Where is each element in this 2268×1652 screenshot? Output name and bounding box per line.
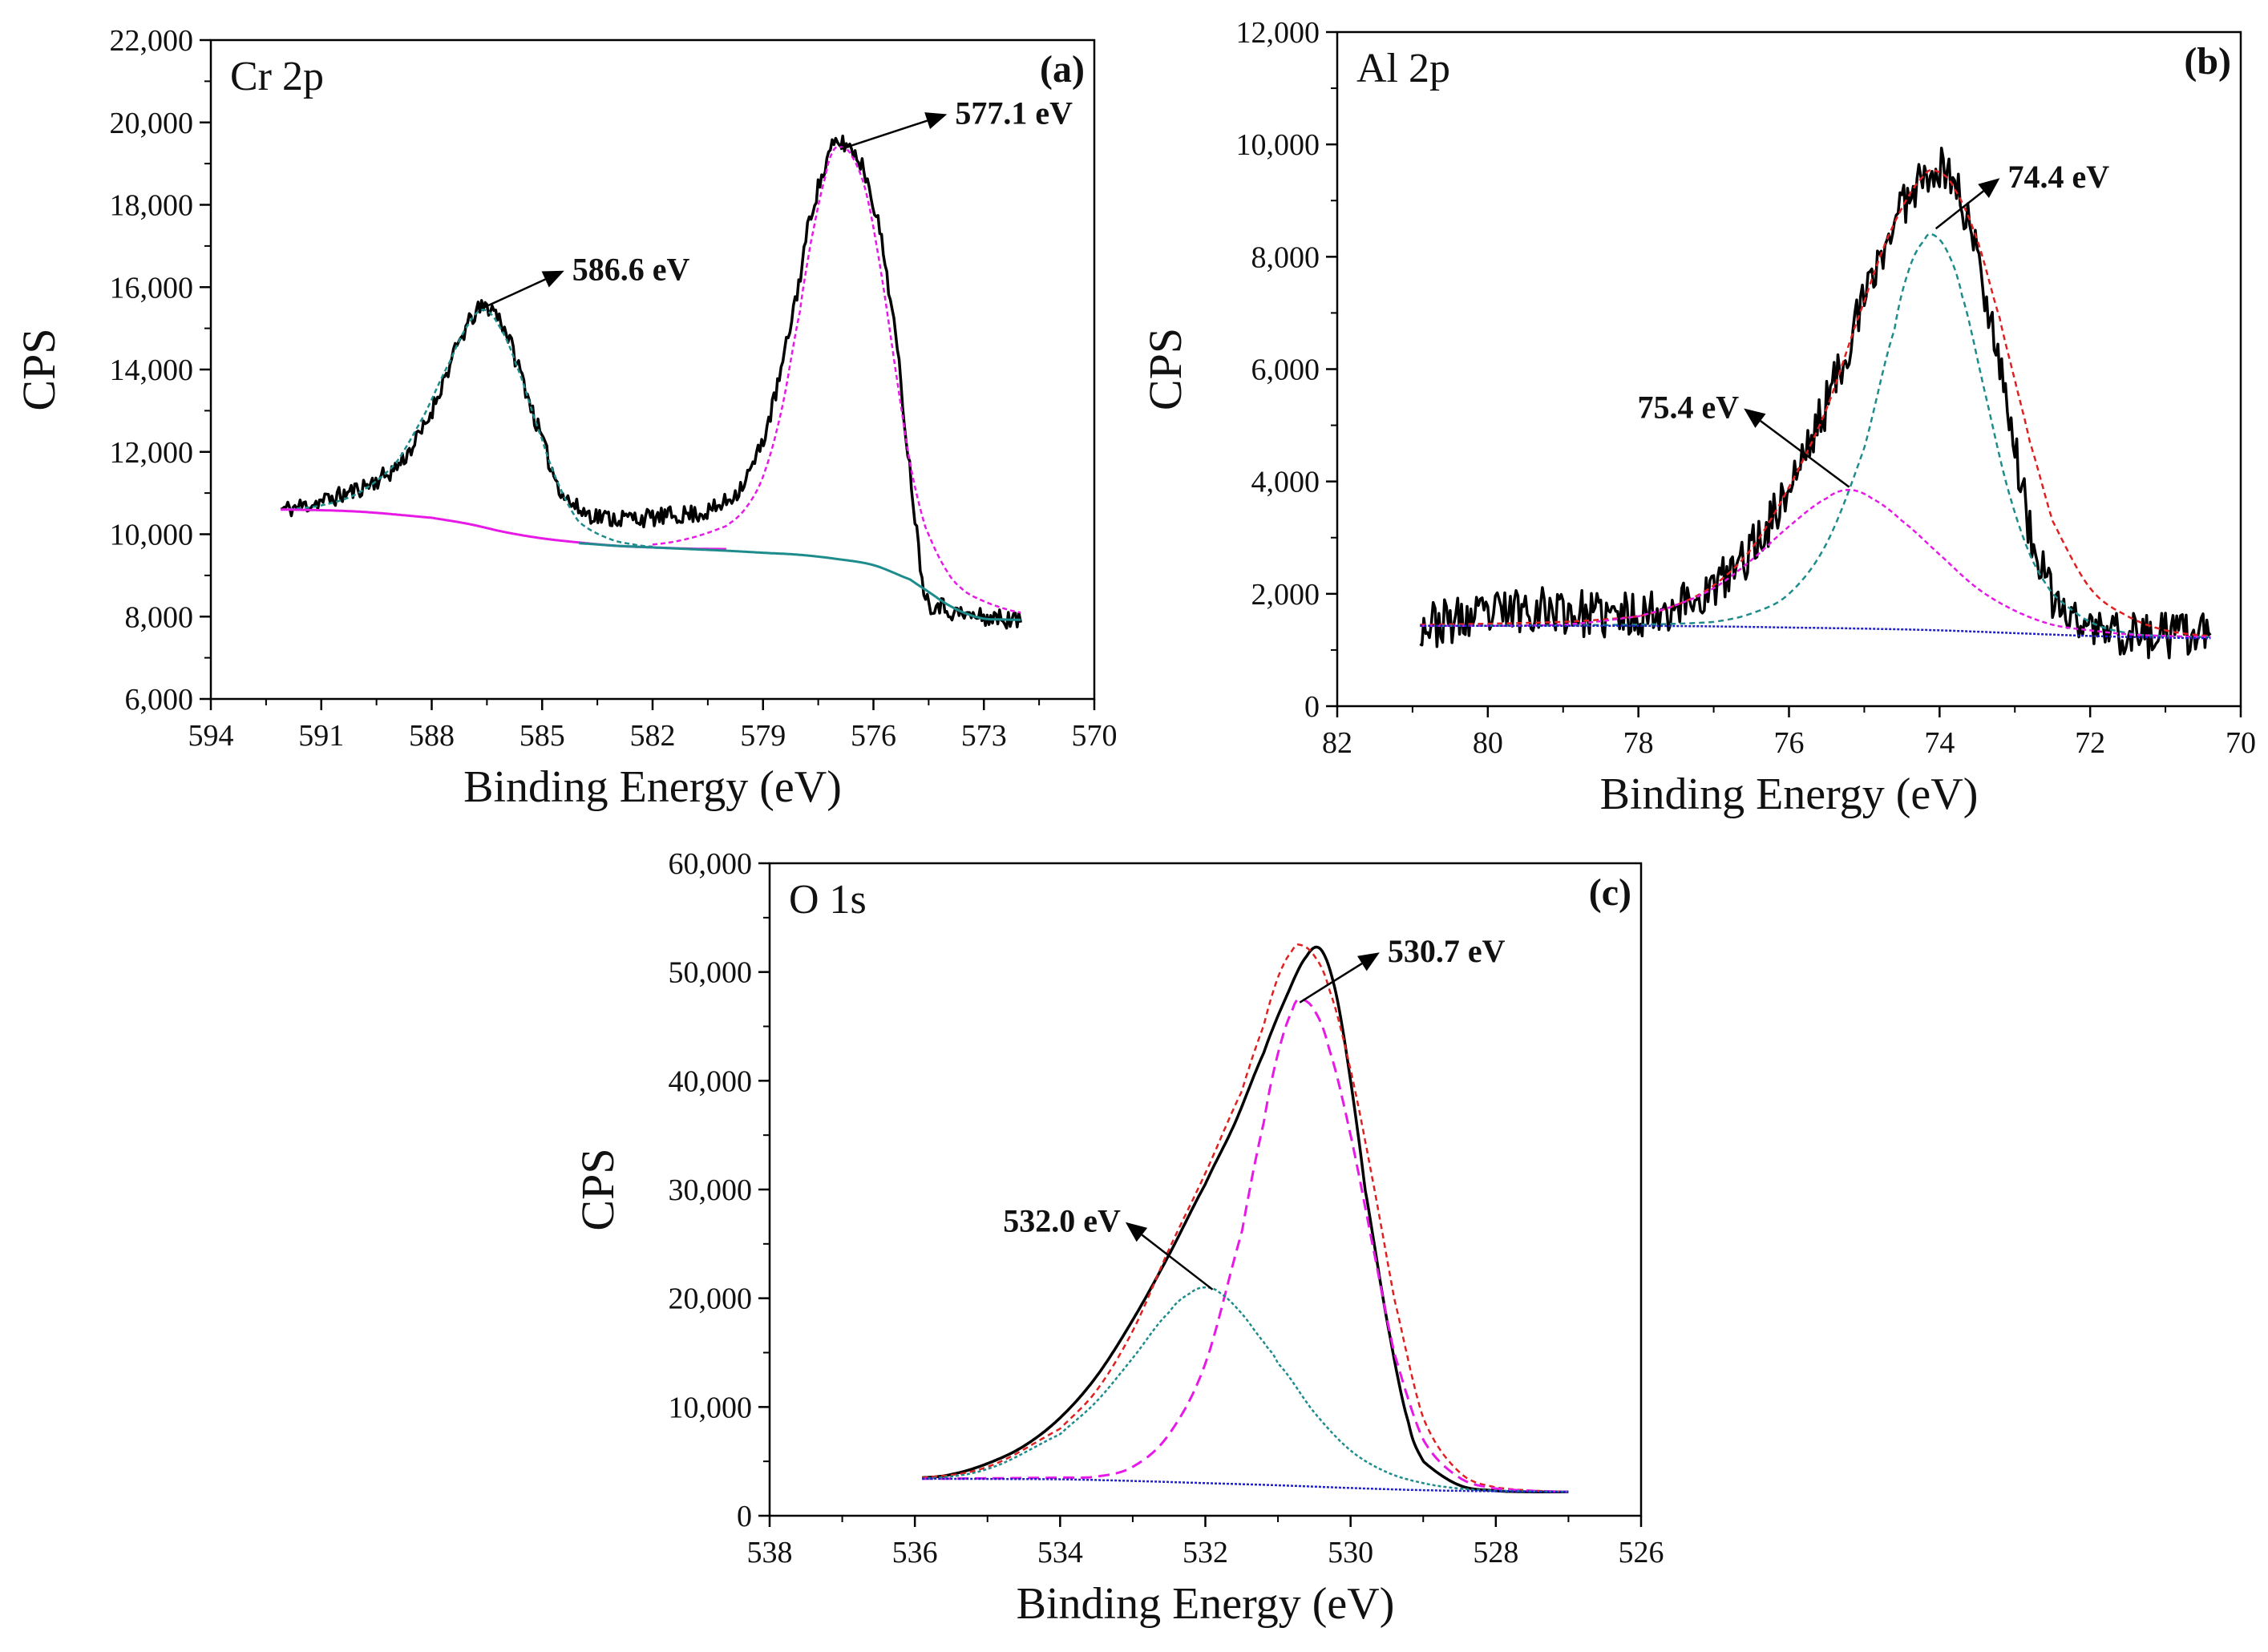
y-tick-label: 60,000 [669, 847, 753, 881]
y-tick-label: 50,000 [669, 956, 753, 990]
y-tick-label: 20,000 [669, 1282, 753, 1316]
series-group [922, 943, 1569, 1494]
panel-letter: (a) [1040, 48, 1085, 91]
annotation-arrow-head [924, 112, 948, 130]
x-tick-label: 526 [1619, 1536, 1664, 1569]
x-tick-label: 528 [1473, 1536, 1518, 1569]
x-tick-label: 80 [1473, 726, 1503, 760]
series-line-0 [922, 945, 1569, 1494]
peak-label: 532.0 eV [1003, 1203, 1121, 1239]
annotation-arrow-line [483, 278, 546, 309]
x-tick-label: 576 [851, 719, 896, 753]
y-tick-label: 10,000 [110, 519, 194, 552]
panel-title: O 1s [789, 877, 867, 923]
annotation-arrow-head [541, 270, 564, 288]
annotation-arrow-line [1299, 962, 1363, 1004]
x-axis-label: Binding Energy (eV) [1017, 1579, 1395, 1629]
annotation-arrow-line [1141, 1234, 1214, 1290]
panel-letter: (b) [2184, 40, 2231, 83]
panel-title: Cr 2p [230, 54, 324, 99]
y-axis-label: CPS [13, 328, 65, 410]
x-tick-label: 532 [1183, 1536, 1228, 1569]
annotation-arrow-head [1125, 1222, 1148, 1242]
peak-label: 74.4 eV [2007, 159, 2109, 195]
series-line-4 [579, 542, 1021, 621]
panel-letter: (c) [1589, 871, 1631, 914]
y-axis-label: CPS [1139, 328, 1191, 410]
series-line-0 [1419, 146, 2212, 660]
y-axis-label: CPS [572, 1148, 624, 1230]
series-line-4 [1420, 624, 2211, 640]
chart-layer: 594 591 588 585 582 579 576 573 570 6,000 8,000 10,… [13, 16, 2256, 1629]
x-tick-label: 72 [2075, 726, 2105, 760]
y-tick-label: 8,000 [125, 600, 194, 634]
x-tick-label: 74 [1924, 726, 1955, 760]
annotation-arrow-line [1760, 420, 1850, 488]
x-tick-label: 70 [2226, 726, 2256, 760]
series-group [280, 134, 1022, 630]
y-tick-label: 12,000 [110, 436, 194, 470]
panel-title: Al 2p [1356, 46, 1450, 91]
x-tick-label: 585 [519, 719, 565, 753]
x-tick-label: 570 [1072, 719, 1118, 753]
series-line-2 [1420, 232, 2211, 639]
y-tick-label: 16,000 [110, 271, 194, 305]
y-tick-label: 6,000 [125, 683, 194, 717]
panel-c: 538 536 534 532 530 528 526 0 10,000 20,000 30,000… [572, 847, 1664, 1629]
series-line-3 [922, 1286, 1569, 1493]
annotation-arrow-head [1978, 178, 2000, 198]
panel-b: 82 80 78 76 74 72 70 0 2,000 4,000 6,000 8,000 10,00… [1139, 16, 2256, 819]
x-tick-label: 78 [1623, 726, 1654, 760]
x-tick-label: 591 [298, 719, 344, 753]
x-tick-label: 534 [1037, 1536, 1083, 1569]
y-tick-label: 30,000 [669, 1173, 753, 1207]
annotation-arrow-head [1744, 408, 1766, 428]
x-tick-label: 82 [1322, 726, 1352, 760]
panel-a: 594 591 588 585 582 579 576 573 570 6,000 8,000 10,… [13, 24, 1118, 812]
y-tick-label: 20,000 [110, 107, 194, 140]
y-tick-label: 40,000 [669, 1064, 753, 1098]
x-tick-label: 573 [961, 719, 1007, 753]
x-tick-label: 76 [1774, 726, 1805, 760]
y-tick-label: 10,000 [1236, 128, 1320, 162]
y-tick-label: 10,000 [669, 1391, 753, 1424]
peak-label: 75.4 eV [1638, 390, 1740, 426]
x-tick-label: 588 [409, 719, 455, 753]
y-tick-label: 14,000 [110, 353, 194, 387]
x-tick-label: 594 [188, 719, 234, 753]
x-axis-label: Binding Energy (eV) [1600, 769, 1979, 819]
annotation-arrow-head [1357, 952, 1380, 971]
y-tick-label: 2,000 [1251, 578, 1320, 612]
series-line-0 [280, 134, 1022, 630]
y-tick-label: 22,000 [110, 24, 194, 58]
y-tick-label: 12,000 [1236, 16, 1320, 50]
y-tick-label: 18,000 [110, 189, 194, 223]
x-tick-label: 530 [1328, 1536, 1373, 1569]
peak-label: 577.1 eV [955, 95, 1073, 131]
y-tick-label: 6,000 [1251, 353, 1320, 387]
y-tick-label: 8,000 [1251, 240, 1320, 274]
x-tick-label: 538 [747, 1536, 793, 1569]
series-line-3 [1420, 488, 2211, 639]
series-group [1419, 146, 2212, 660]
x-axis-label: Binding Energy (eV) [463, 762, 842, 812]
series-line-1 [281, 309, 653, 548]
figure-title: XPS spectra: Cr 2p, Al 2p and O 1s [2, 14, 25, 17]
peak-label: 530.7 eV [1388, 933, 1506, 969]
y-tick-label: 0 [737, 1500, 752, 1533]
x-tick-label: 579 [740, 719, 786, 753]
y-tick-label: 0 [1304, 690, 1320, 724]
series-line-4 [922, 1477, 1569, 1493]
peak-label: 586.6 eV [572, 252, 690, 288]
series-line-1 [1420, 168, 2211, 637]
y-tick-label: 4,000 [1251, 466, 1320, 499]
x-tick-label: 536 [892, 1536, 938, 1569]
annotation-arrow-line [839, 119, 928, 151]
annotation-arrow-line [1934, 190, 1984, 230]
series-line-2 [922, 998, 1569, 1493]
x-tick-label: 582 [630, 719, 676, 753]
